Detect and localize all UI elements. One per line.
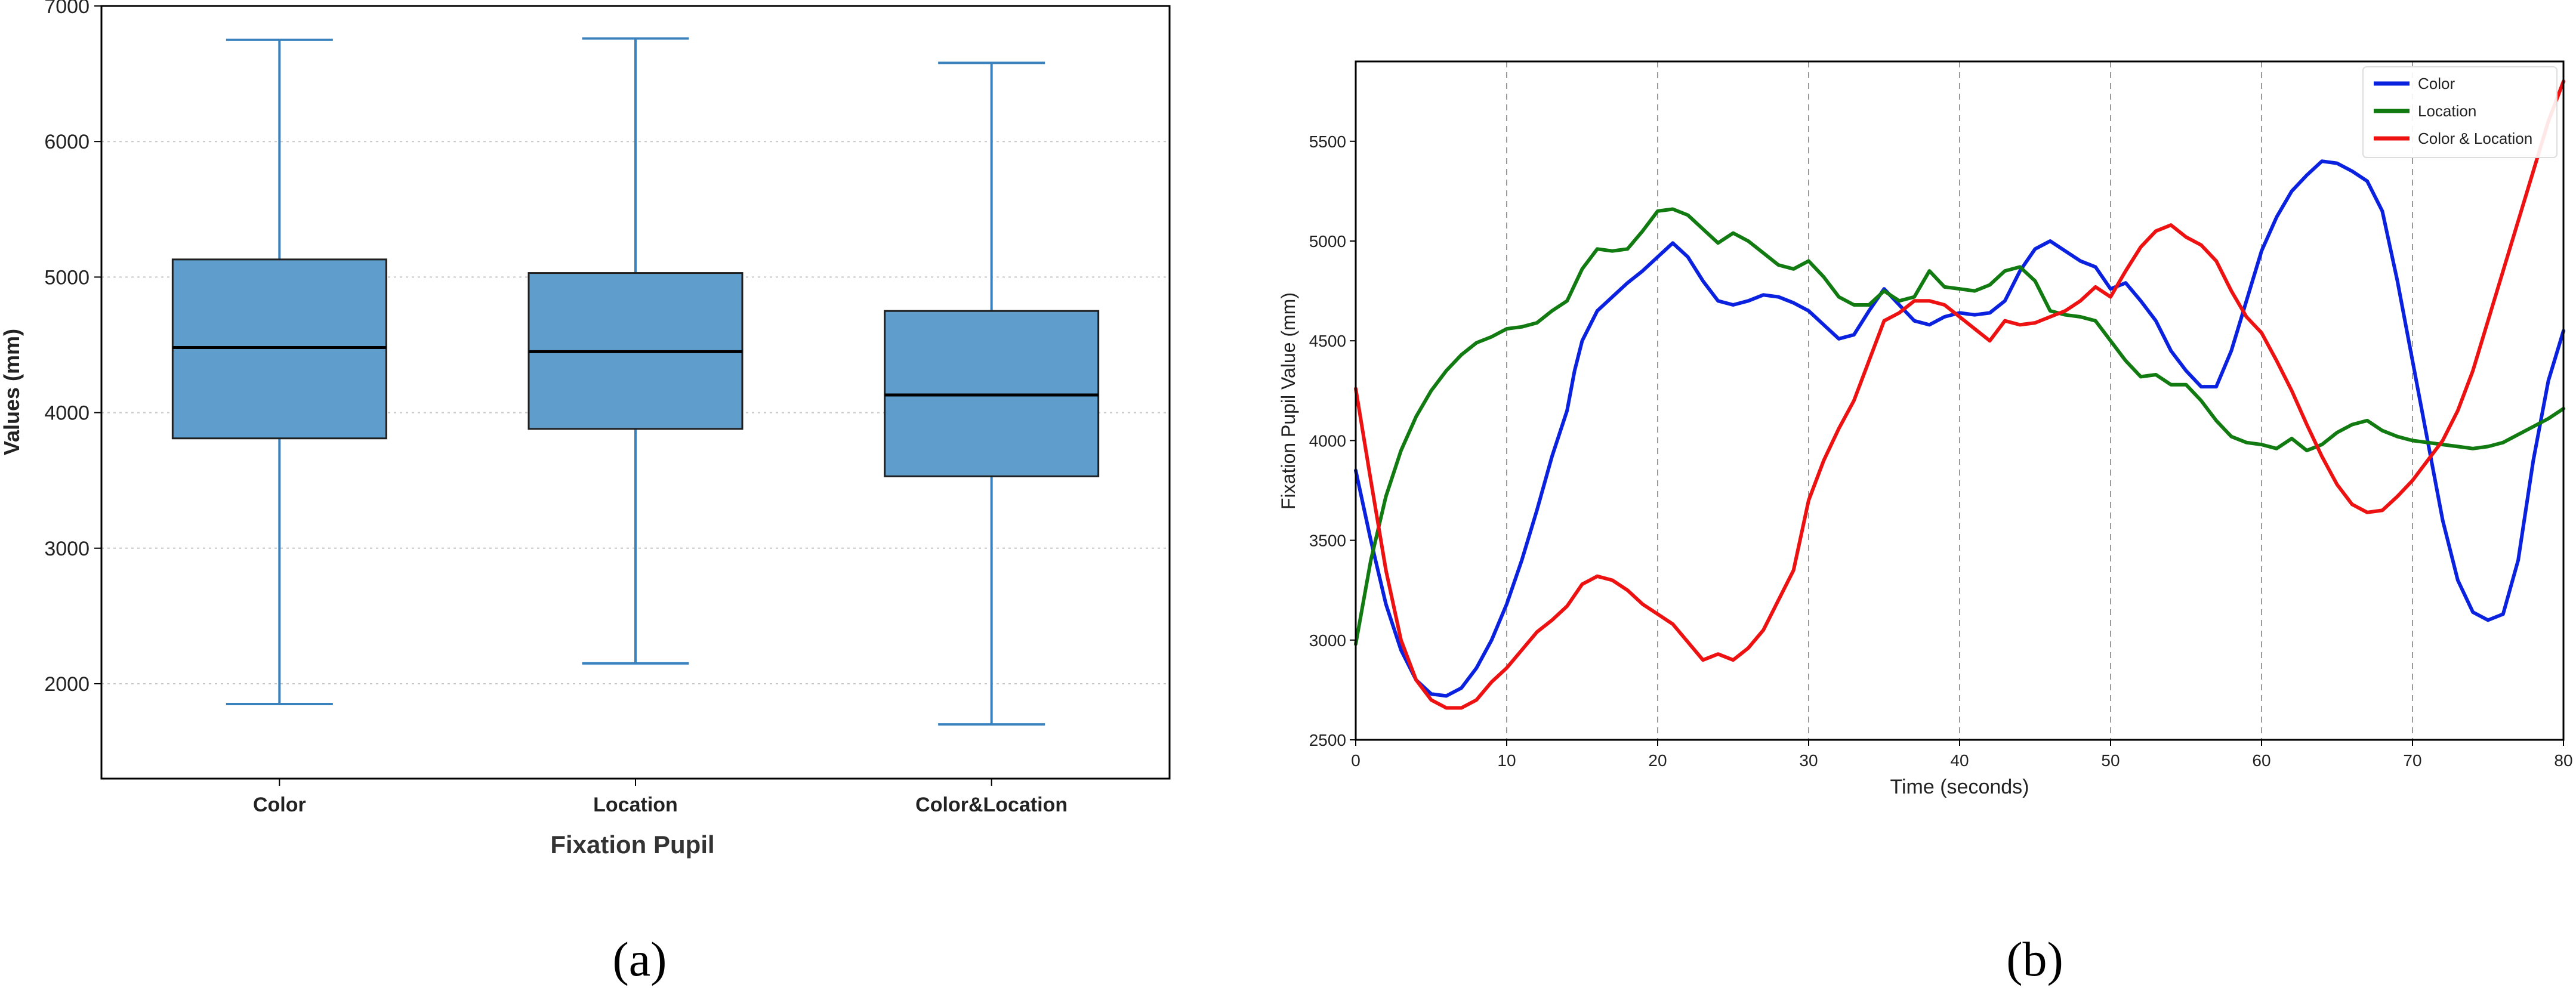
linechart-x-tick-label: 60 (2252, 751, 2270, 770)
linechart-x-tick-label: 10 (1497, 751, 1516, 770)
linechart-y-tick-label: 5500 (1309, 132, 1346, 151)
linechart-y-tick-label: 3500 (1309, 532, 1346, 550)
linechart-x-tick-label: 80 (2554, 751, 2572, 770)
boxplot-y-tick-label: 7000 (44, 0, 90, 18)
linechart-y-tick-label: 4500 (1309, 332, 1346, 350)
boxplot-y-tick-label: 4000 (44, 402, 90, 425)
panel-a-caption: (a) (612, 932, 667, 986)
linechart-x-tick-label: 40 (1950, 751, 1969, 770)
boxplot-boxes (171, 37, 1100, 726)
linechart-gridlines (1506, 61, 2413, 740)
linechart-panel: 2500 3000 3500 4000 4500 5000 5500 0 10 20 30 40 50… (1278, 60, 2573, 986)
panel-b-caption: (b) (2006, 932, 2063, 986)
linechart-series-line (1354, 159, 2565, 698)
linechart-x-tick-label: 0 (1351, 751, 1361, 770)
linechart-legend: Color Location Color & Location (2362, 66, 2558, 158)
boxplot-y-tick-label: 2000 (44, 673, 90, 696)
legend-box (2362, 66, 2558, 158)
linechart-series (1354, 79, 2565, 710)
boxplot-y-ticks: 2000 3000 4000 5000 6000 7000 (44, 0, 101, 696)
linechart-y-tick-label: 4000 (1309, 431, 1346, 450)
legend-label: Color (2418, 75, 2455, 92)
boxplot-y-axis-label: Values (mm) (0, 329, 24, 455)
boxplot-x-tick-label: Color (253, 794, 306, 816)
linechart-y-axis-label: Fixation Pupil Value (mm) (1278, 292, 1299, 510)
legend-label: Location (2418, 102, 2476, 120)
linechart-y-tick-label: 2500 (1309, 731, 1346, 749)
linechart-x-axis-label: Time (seconds) (1890, 776, 2029, 798)
linechart-series-line (1354, 79, 2565, 710)
boxplot-y-tick-label: 3000 (44, 538, 90, 560)
legend-label: Color & Location (2418, 129, 2532, 147)
boxplot-y-tick-label: 6000 (44, 131, 90, 153)
linechart-y-tick-label: 5000 (1309, 232, 1346, 251)
boxplot-x-tick-label: Color&Location (915, 794, 1068, 816)
linechart-y-ticks: 2500 3000 3500 4000 4500 5000 5500 (1309, 132, 1356, 749)
linechart-x-tick-label: 50 (2101, 751, 2120, 770)
boxplot-x-axis-label: Fixation Pupil (550, 831, 714, 859)
linechart-x-tick-label: 70 (2403, 751, 2421, 770)
linechart-x-tick-label: 20 (1648, 751, 1667, 770)
boxplot-x-tick-label: Location (593, 794, 678, 816)
linechart-x-ticks: 0 10 20 30 40 50 60 70 80 (1351, 740, 2573, 770)
linechart-y-tick-label: 3000 (1309, 631, 1346, 650)
boxplot-y-tick-label: 5000 (44, 266, 90, 289)
linechart-x-tick-label: 30 (1799, 751, 1818, 770)
boxplot-x-ticks: Color Location Color&Location (253, 779, 1068, 816)
linechart-series-line (1354, 207, 2565, 646)
